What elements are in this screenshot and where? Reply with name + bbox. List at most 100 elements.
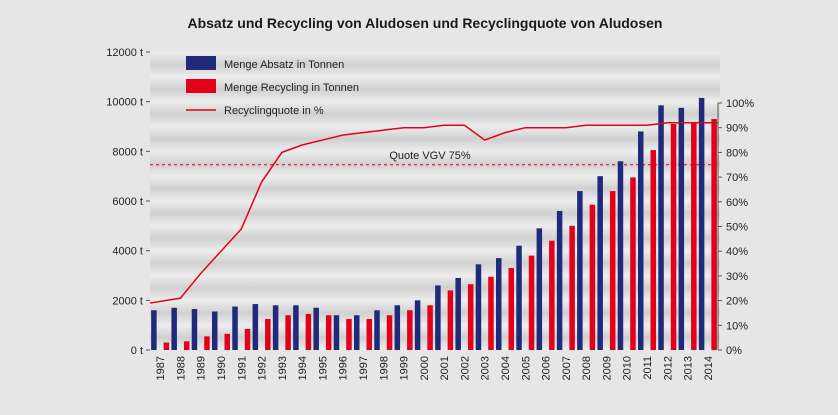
- recycling-bar-2008: [589, 204, 596, 350]
- absatz-bar-2012: [658, 105, 664, 351]
- absatz-bar-2005: [516, 245, 522, 350]
- x-tick-label-1996: 1996: [338, 356, 350, 380]
- recycling-bar-2003: [488, 276, 494, 350]
- left-tick-label: 8000 t: [112, 146, 143, 158]
- right-tick-label: 100%: [726, 98, 754, 110]
- right-tick-label: 80%: [726, 147, 748, 159]
- chart-title: Absatz und Recycling von Aludosen und Re…: [187, 15, 662, 31]
- recycling-bar-2005: [528, 255, 535, 350]
- x-tick-label-1987: 1987: [155, 356, 167, 380]
- left-tick-label: 6000 t: [112, 196, 143, 208]
- absatz-bar-2003: [475, 264, 482, 350]
- legend-swatch-1: [186, 79, 216, 93]
- x-tick-label-1994: 1994: [297, 356, 309, 380]
- absatz-bar-1987: [151, 310, 157, 350]
- x-tick-label-2010: 2010: [622, 356, 634, 380]
- x-tick-label-2002: 2002: [459, 356, 471, 380]
- x-tick-label-1998: 1998: [378, 356, 390, 380]
- absatz-bar-2002: [455, 277, 461, 350]
- x-tick-label-1999: 1999: [399, 356, 411, 380]
- recycling-bar-2009: [609, 191, 616, 350]
- bar-marks: [151, 97, 717, 351]
- reference-line: Quote VGV 75%: [150, 150, 718, 166]
- axes: 0 t 2000 t 4000 t 6000 t 8000 t 10000 t 12000 …: [106, 47, 754, 380]
- x-tick-label-2006: 2006: [541, 356, 553, 380]
- absatz-bar-1988: [171, 307, 177, 350]
- right-tick-label: 70%: [726, 172, 748, 184]
- legend-label-2: Recyclingquote in %: [224, 105, 324, 117]
- x-tick-label-1995: 1995: [317, 356, 329, 380]
- right-tick-label: 60%: [726, 197, 748, 209]
- recycling-bar-2002: [467, 284, 474, 350]
- x-tick-label-2014: 2014: [703, 356, 715, 380]
- absatz-bar-1998: [374, 310, 380, 350]
- recyclingquote-line: [149, 122, 718, 304]
- recycling-bar-2011: [650, 150, 656, 350]
- recycling-bar-1991: [244, 328, 251, 350]
- absatz-bar-2008: [577, 191, 583, 350]
- x-tick-label-2013: 2013: [683, 356, 695, 380]
- legend-label-0: Menge Absatz in Tonnen: [224, 59, 344, 71]
- absatz-bar-1996: [333, 315, 340, 350]
- line-series: [149, 122, 718, 304]
- x-tick-label-2000: 2000: [419, 356, 431, 380]
- x-tick-label-1989: 1989: [196, 356, 208, 380]
- absatz-bar-2000: [414, 300, 421, 350]
- x-tick-label-2009: 2009: [601, 356, 613, 380]
- recycling-bar-1995: [325, 315, 332, 350]
- x-tick-label-1993: 1993: [277, 356, 289, 380]
- recycling-bar-1989: [204, 336, 210, 350]
- recycling-bar-1999: [407, 310, 413, 350]
- x-tick-label-2007: 2007: [561, 356, 573, 380]
- recycling-bar-1996: [346, 318, 352, 350]
- absatz-bar-1989: [191, 309, 198, 350]
- reference-line-label: Quote VGV 75%: [389, 150, 471, 162]
- x-tick-label-1992: 1992: [257, 356, 269, 380]
- absatz-bar-2013: [678, 107, 685, 350]
- absatz-bar-2011: [638, 131, 644, 350]
- absatz-bar-2004: [496, 258, 502, 350]
- recycling-bar-2004: [508, 268, 514, 350]
- recycling-bar-1994: [305, 313, 312, 350]
- x-tick-label-2004: 2004: [500, 356, 512, 380]
- recycling-bar-1997: [366, 318, 372, 350]
- right-tick-label: 10%: [726, 320, 748, 332]
- absatz-bar-2006: [536, 228, 543, 350]
- recycling-bar-1988: [183, 341, 190, 350]
- x-tick-label-1991: 1991: [236, 356, 248, 380]
- absatz-bar-2007: [556, 210, 563, 350]
- absatz-bar-1992: [252, 304, 259, 350]
- x-tick-label-1997: 1997: [358, 356, 370, 380]
- recycling-bar-2001: [447, 290, 454, 350]
- x-tick-label-2011: 2011: [642, 356, 654, 380]
- x-tick-label-1988: 1988: [175, 356, 187, 380]
- recycling-bar-2006: [549, 240, 555, 350]
- left-tick-label: 12000 t: [106, 47, 143, 59]
- recycling-bar-1990: [224, 333, 230, 350]
- recycling-bar-1987: [163, 342, 170, 350]
- left-tick-label: 0 t: [131, 345, 143, 357]
- legend-swatch-0: [186, 56, 216, 70]
- left-tick-label: 10000 t: [106, 97, 143, 109]
- absatz-bar-1994: [293, 305, 299, 350]
- left-tick-label: 4000 t: [112, 246, 143, 258]
- absatz-bar-2010: [617, 161, 624, 350]
- absatz-bar-2009: [597, 176, 603, 350]
- recycling-bar-2007: [569, 225, 575, 350]
- recycling-bar-2012: [670, 124, 677, 351]
- right-tick-label: 90%: [726, 123, 748, 135]
- recycling-bar-1998: [386, 315, 393, 350]
- legend-label-1: Menge Recycling in Tonnen: [224, 82, 359, 94]
- left-tick-label: 2000 t: [112, 295, 143, 307]
- x-tick-label-2003: 2003: [480, 356, 492, 380]
- absatz-bar-1999: [394, 305, 401, 350]
- x-tick-label-2008: 2008: [581, 356, 593, 380]
- x-tick-label-1990: 1990: [216, 356, 228, 380]
- right-tick-label: 20%: [726, 296, 748, 308]
- absatz-bar-2014: [698, 97, 705, 350]
- x-tick-label-2001: 2001: [439, 356, 451, 380]
- absatz-bar-1991: [232, 306, 238, 350]
- legend: Menge Absatz in Tonnen Menge Recycling in…: [186, 56, 359, 117]
- plot-background: [150, 52, 720, 350]
